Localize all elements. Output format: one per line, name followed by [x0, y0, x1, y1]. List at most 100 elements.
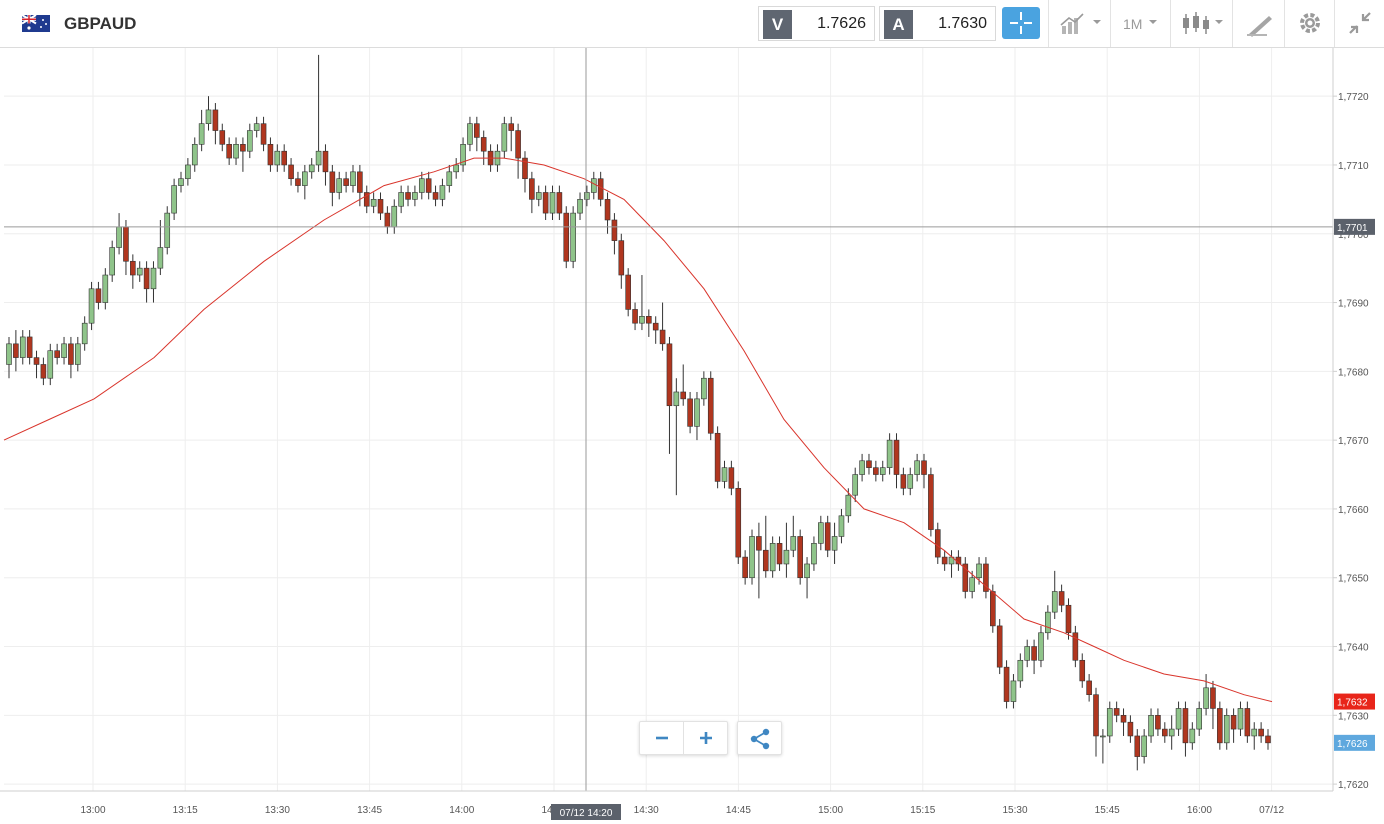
candle-body-up: [19, 336, 26, 358]
candle-body-down: [797, 536, 803, 579]
candle-body-down: [1162, 728, 1168, 737]
price-tick-label: 1,7630: [1338, 711, 1369, 722]
candle-body-down: [219, 130, 226, 145]
candle: [377, 192, 384, 220]
candle-body-up: [460, 144, 466, 166]
candle-body-down: [1134, 735, 1141, 757]
draw-button[interactable]: [1232, 0, 1284, 47]
candle-body-up: [570, 212, 576, 262]
candle-body-up: [1251, 728, 1258, 737]
settings-button[interactable]: [1284, 0, 1334, 47]
time-tick-label: 07/12: [1259, 805, 1284, 816]
timeframe-button[interactable]: 1M: [1110, 0, 1170, 47]
candle-body-down: [625, 274, 631, 310]
candle-body-up: [694, 398, 700, 427]
candle-body-up: [831, 536, 838, 551]
candle-body-up: [136, 267, 143, 276]
crosshair-button[interactable]: [1002, 7, 1040, 39]
candle: [632, 302, 638, 331]
candle-body-down: [666, 343, 673, 407]
candle: [522, 151, 528, 193]
candle-body-up: [102, 274, 109, 303]
candle-body-up: [412, 192, 418, 200]
candle: [1072, 625, 1079, 668]
candle: [879, 460, 886, 482]
time-tick-label: 13:30: [265, 805, 290, 816]
candle: [762, 515, 769, 578]
indicators-button[interactable]: [1048, 0, 1110, 47]
candle: [680, 364, 687, 406]
candle: [212, 103, 219, 145]
candle-body-up: [467, 123, 473, 145]
candle-body-down: [893, 439, 900, 475]
candle: [824, 515, 831, 558]
zoom-in-button[interactable]: [684, 722, 728, 754]
candle: [1134, 729, 1141, 771]
candle-body-up: [535, 192, 542, 200]
candle-body-down: [1093, 694, 1099, 737]
candle-body-up: [446, 171, 453, 186]
candle-body-down: [33, 357, 40, 365]
candle: [721, 460, 728, 489]
candle: [370, 192, 377, 214]
candle-body-down: [604, 199, 611, 221]
price-tag-bg: [1334, 693, 1375, 710]
candle-body-down: [295, 178, 301, 186]
candle: [1120, 708, 1127, 736]
candle: [811, 536, 817, 571]
candle-body-up: [721, 467, 728, 482]
candle-body-down: [873, 467, 879, 475]
candle: [556, 185, 563, 220]
candle: [219, 123, 226, 152]
candle: [391, 199, 398, 234]
price-chart[interactable]: 1,7620 1,7630 1,7640 1,7650 1,7660 1,7670 1,76…: [0, 48, 1384, 824]
candle-body-up: [81, 322, 88, 345]
candle-body-down: [508, 123, 515, 131]
candle: [308, 158, 315, 179]
share-button[interactable]: [737, 721, 782, 755]
candle-body-up: [1024, 646, 1031, 661]
candle: [873, 460, 879, 482]
candle-body-down: [281, 150, 287, 166]
candle-body-up: [1051, 591, 1058, 613]
candle: [61, 336, 67, 365]
candle-body-down: [123, 226, 129, 262]
crosshair-time-bg: [551, 804, 621, 820]
buy-price-button[interactable]: A 1.7630: [879, 6, 996, 41]
candle-body-up: [886, 439, 893, 468]
candle-body-down: [1003, 666, 1010, 702]
candle-type-button[interactable]: [1170, 0, 1232, 47]
zoom-out-button[interactable]: [640, 722, 684, 754]
candle: [288, 158, 294, 186]
candle: [983, 557, 989, 599]
candle-body-up: [274, 150, 281, 166]
candle: [1223, 708, 1230, 750]
candle-body-up: [701, 377, 707, 400]
candle: [921, 453, 927, 489]
candle: [893, 433, 900, 489]
candle-body-down: [68, 343, 74, 365]
candle: [907, 467, 914, 496]
candle-body-up: [88, 288, 95, 324]
candle-body-down: [687, 398, 693, 427]
candle: [804, 557, 810, 599]
candle: [54, 343, 60, 365]
candle: [1079, 653, 1086, 688]
candle: [590, 171, 597, 200]
candle-body-down: [1217, 708, 1223, 744]
time-tick-label: 13:45: [357, 805, 382, 816]
candle-body-up: [811, 543, 817, 565]
candle-body-down: [212, 109, 219, 131]
candle-body-down: [556, 192, 563, 214]
candle: [831, 522, 838, 564]
candle-body-up: [1203, 687, 1209, 709]
price-tick-label: 1,7700: [1338, 230, 1369, 241]
fullscreen-button[interactable]: [1334, 0, 1384, 47]
candle-body-down: [130, 260, 136, 276]
candle-body-down: [900, 474, 907, 489]
candle-body-down: [762, 549, 769, 572]
candle: [1106, 701, 1113, 743]
sell-price-button[interactable]: V 1.7626: [758, 6, 875, 41]
candle-body-down: [1086, 680, 1092, 695]
candlestick-series: [6, 54, 1271, 771]
